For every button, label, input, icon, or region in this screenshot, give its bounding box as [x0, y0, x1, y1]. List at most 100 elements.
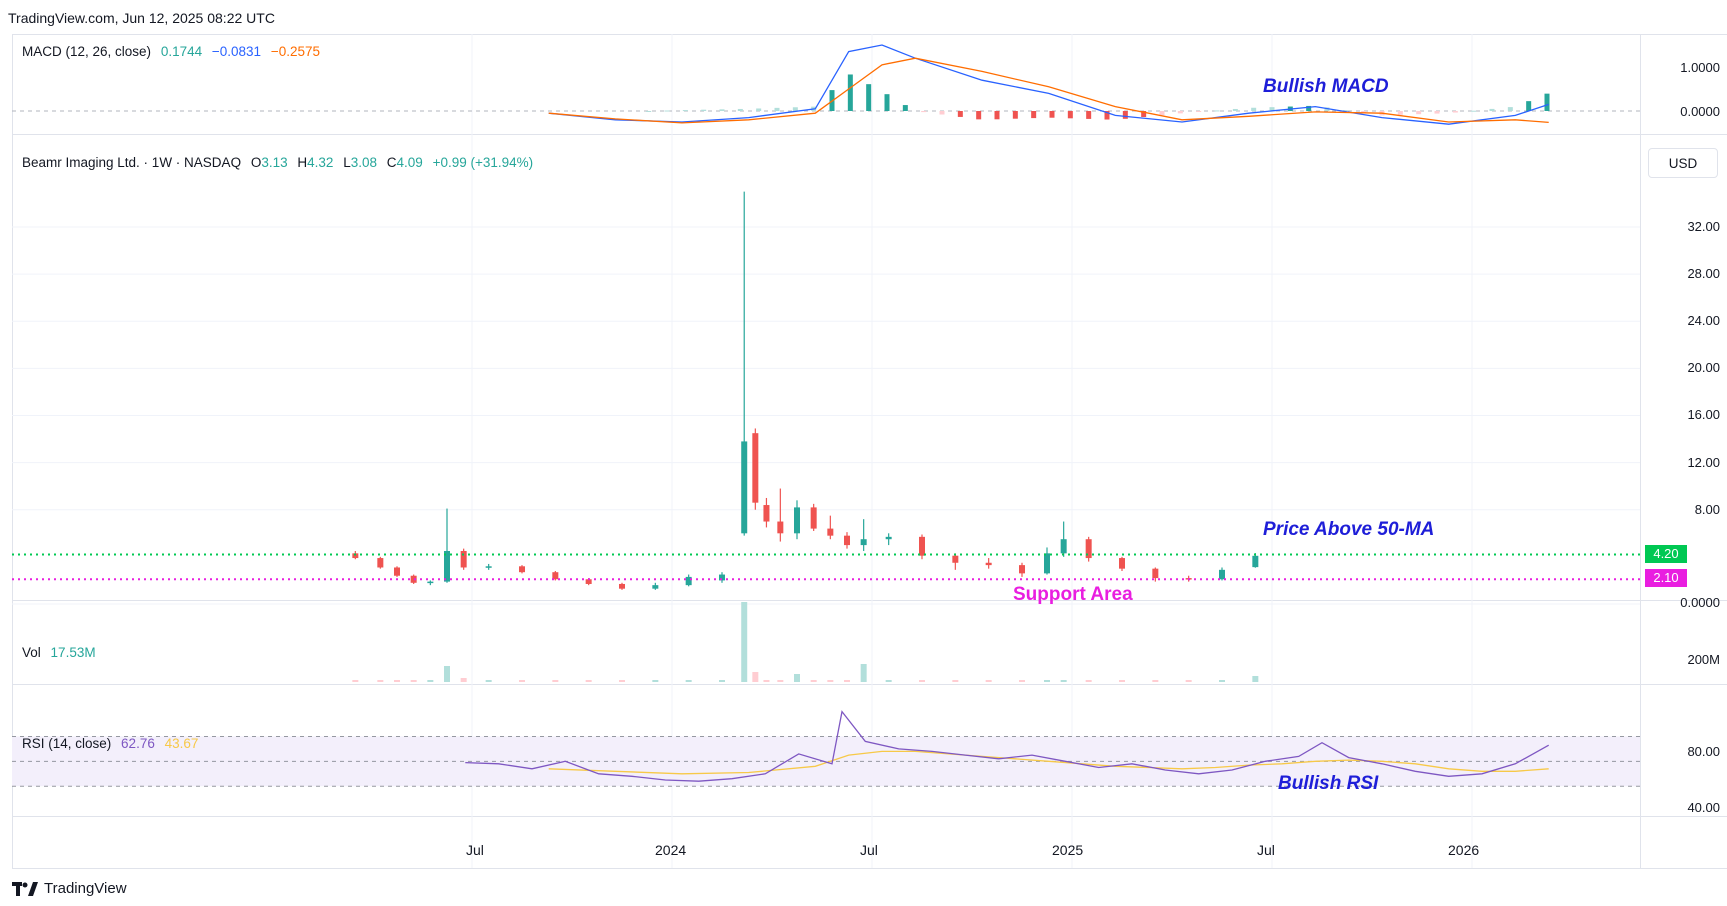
volume-bar — [1219, 680, 1225, 682]
macd-histogram-value: 0.1744 — [160, 44, 203, 59]
macd-histogram-bar — [921, 111, 927, 113]
volume-bar — [810, 680, 817, 682]
volume-bar — [844, 680, 850, 682]
candle-body — [352, 553, 359, 559]
price-tick-20: 20.00 — [1687, 360, 1720, 375]
volume-bar — [777, 680, 784, 682]
price-legend[interactable]: Beamr Imaging Ltd. · 1W · NASDAQ O3.13 H… — [22, 155, 533, 170]
volume-bar — [1152, 680, 1159, 682]
candle-body — [794, 507, 800, 534]
macd-histogram-bar — [847, 74, 853, 111]
candle-body — [1119, 558, 1125, 569]
volume-bar — [394, 680, 400, 682]
time-label-2025: 2025 — [1052, 842, 1084, 858]
macd-histogram-bar — [1342, 110, 1348, 112]
rsi-pane — [12, 710, 1640, 787]
volume-bar — [952, 680, 959, 682]
tradingview-footer[interactable]: TradingView — [12, 880, 127, 897]
candle-body — [1085, 539, 1092, 559]
macd-histogram-bar — [976, 111, 982, 120]
macd-histogram-bar — [1397, 111, 1403, 115]
symbol-title: Beamr Imaging Ltd. · 1W · NASDAQ — [22, 155, 242, 170]
ma-price-tag: 4.20 — [1645, 545, 1687, 563]
volume-bar — [1060, 680, 1067, 682]
rsi-tick-40: 40.00 — [1687, 800, 1720, 815]
macd-histogram-bar — [957, 111, 963, 117]
candle-body — [810, 507, 817, 529]
candle-body — [685, 576, 692, 586]
candle-body — [860, 539, 867, 546]
rsi-pane-separator[interactable] — [12, 816, 1727, 817]
volume-bar — [685, 680, 692, 682]
bullish-macd-annotation: Bullish MACD — [1263, 76, 1389, 97]
candle-body — [1060, 539, 1067, 554]
macd-histogram-bar — [1269, 107, 1275, 111]
macd-legend[interactable]: MACD (12, 26, close) 0.1744 −0.0831 −0.2… — [22, 44, 320, 59]
rsi-value: 62.76 — [121, 736, 155, 751]
candle-body — [377, 558, 384, 568]
macd-histogram-bar — [1324, 107, 1330, 111]
tradingview-logo-icon — [12, 881, 38, 896]
candle-body — [985, 562, 992, 566]
volume-title: Vol — [22, 645, 41, 660]
time-label-2026: 2026 — [1448, 842, 1480, 858]
volume-bar — [410, 680, 417, 682]
volume-pane-separator[interactable] — [12, 684, 1727, 685]
candle-body — [410, 575, 417, 583]
volume-bar — [827, 680, 834, 682]
rsi-line — [465, 710, 1550, 782]
candle-body — [552, 572, 559, 580]
price-pane-separator[interactable] — [12, 600, 1727, 601]
macd-histogram-bar — [1251, 107, 1257, 111]
price-axis-separator — [1640, 34, 1641, 869]
volume-bar — [585, 680, 592, 682]
macd-histogram-bar — [1361, 111, 1367, 113]
price-tick-16: 16.00 — [1687, 407, 1720, 422]
rsi-legend[interactable]: RSI (14, close) 62.76 43.67 — [22, 736, 198, 751]
macd-histogram-bar — [1177, 111, 1183, 114]
volume-bar — [377, 680, 384, 682]
price-change: +0.99 (+31.94%) — [432, 155, 534, 170]
currency-button[interactable]: USD — [1648, 148, 1718, 178]
macd-histogram-bar — [1086, 111, 1092, 119]
time-label-jul-2025: Jul — [1257, 842, 1275, 858]
candle-body — [827, 528, 834, 536]
price-tick-24: 24.00 — [1687, 313, 1720, 328]
macd-tick-0: 0.0000 — [1680, 104, 1720, 119]
volume-bar — [919, 680, 925, 682]
candle-body — [777, 521, 784, 534]
candle-body — [1152, 568, 1159, 579]
candle-body — [1252, 555, 1259, 568]
macd-histogram-bar — [1452, 111, 1458, 113]
candle-body — [885, 536, 892, 540]
candle-body — [952, 555, 959, 563]
candle-body — [1044, 553, 1050, 574]
volume-legend[interactable]: Vol 17.53M — [22, 645, 96, 660]
high-value: 4.32 — [307, 155, 334, 170]
volume-pane — [352, 602, 1259, 682]
macd-histogram-bar — [682, 110, 688, 112]
support-price-tag: 2.10 — [1645, 569, 1687, 587]
candle-body — [460, 550, 467, 568]
chart-frame — [12, 34, 1727, 869]
volume-bar — [1185, 680, 1192, 682]
macd-pane-separator[interactable] — [12, 134, 1727, 135]
rsi-title: RSI (14, close) — [22, 736, 112, 751]
volume-bar — [794, 674, 800, 682]
volume-bar — [763, 680, 770, 682]
low-value: 3.08 — [350, 155, 377, 170]
open-value: 3.13 — [261, 155, 288, 170]
time-label-jul-2023: Jul — [466, 842, 484, 858]
volume-bar — [552, 680, 559, 682]
volume-bar — [352, 680, 359, 682]
support-area-annotation: Support Area — [1013, 584, 1133, 605]
candle-body — [741, 441, 748, 534]
volume-bar — [444, 666, 450, 682]
volume-bar — [1085, 680, 1092, 682]
macd-histogram-bar — [756, 108, 762, 111]
macd-histogram-bar — [1122, 111, 1128, 119]
macd-signal-line — [548, 57, 1549, 124]
volume-bar — [519, 680, 525, 682]
macd-histogram-bar — [994, 111, 1000, 120]
